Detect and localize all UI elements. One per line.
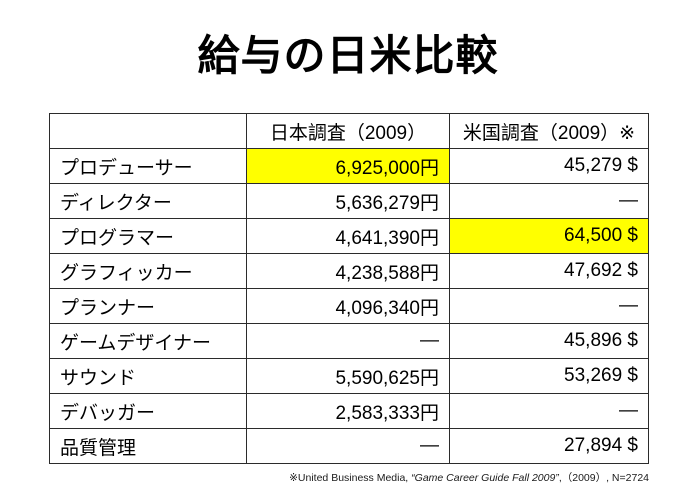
japan-salary-value: 6,925,000円 (246, 148, 450, 184)
header-row: 日本調査（2009） 米国調査（2009）※ (49, 113, 649, 149)
japan-salary-value: 4,238,588円 (246, 253, 450, 289)
us-salary-value: 45,896 $ (449, 323, 649, 359)
us-salary-value: 47,692 $ (449, 253, 649, 289)
role-label: グラフィッカー (49, 253, 247, 289)
salary-comparison-table: 日本調査（2009） 米国調査（2009）※ プロデューサー 6,925,000… (49, 113, 649, 464)
footnote-source-title: “Game Career Guide Fall 2009” (411, 472, 559, 484)
role-label: ゲームデザイナー (49, 323, 247, 359)
footnote-suffix: ,（2009）, N=2724 (558, 472, 649, 484)
role-label: プランナー (49, 288, 247, 324)
us-salary-value: 64,500 $ (449, 218, 649, 254)
japan-salary-value: 5,636,279円 (246, 183, 450, 219)
table-row: グラフィッカー 4,238,588円 47,692 $ (49, 253, 649, 289)
table-row: プロデューサー 6,925,000円 45,279 $ (49, 148, 649, 184)
table-row: ディレクター 5,636,279円 — (49, 183, 649, 219)
footnote-prefix: ※United Business Media, (289, 472, 412, 484)
footnote: ※United Business Media, “Game Career Gui… (289, 470, 649, 485)
table-row: プランナー 4,096,340円 — (49, 288, 649, 324)
japan-salary-value: — (246, 323, 450, 359)
table-row: サウンド 5,590,625円 53,269 $ (49, 358, 649, 394)
table-row: プログラマー 4,641,390円 64,500 $ (49, 218, 649, 254)
us-salary-value: — (449, 393, 649, 429)
role-label: プロデューサー (49, 148, 247, 184)
japan-salary-value: — (246, 428, 450, 464)
role-label: サウンド (49, 358, 247, 394)
page-title: 給与の日米比較 (197, 32, 499, 79)
role-label: ディレクター (49, 183, 247, 219)
role-label: デバッガー (49, 393, 247, 429)
header-corner-cell (49, 113, 247, 149)
us-salary-value: — (449, 183, 649, 219)
us-salary-value: 53,269 $ (449, 358, 649, 394)
role-label: プログラマー (49, 218, 247, 254)
header-japan-survey: 日本調査（2009） (246, 113, 450, 149)
japan-salary-value: 4,641,390円 (246, 218, 450, 254)
japan-salary-value: 2,583,333円 (246, 393, 450, 429)
us-salary-value: 45,279 $ (449, 148, 649, 184)
japan-salary-value: 5,590,625円 (246, 358, 450, 394)
role-label: 品質管理 (49, 428, 247, 464)
us-salary-value: 27,894 $ (449, 428, 649, 464)
header-us-survey: 米国調査（2009）※ (449, 113, 649, 149)
table-row: ゲームデザイナー — 45,896 $ (49, 323, 649, 359)
table-body: プロデューサー 6,925,000円 45,279 $ ディレクター 5,636… (49, 148, 649, 464)
japan-salary-value: 4,096,340円 (246, 288, 450, 324)
table-row: 品質管理 — 27,894 $ (49, 428, 649, 464)
us-salary-value: — (449, 288, 649, 324)
table-row: デバッガー 2,583,333円 — (49, 393, 649, 429)
